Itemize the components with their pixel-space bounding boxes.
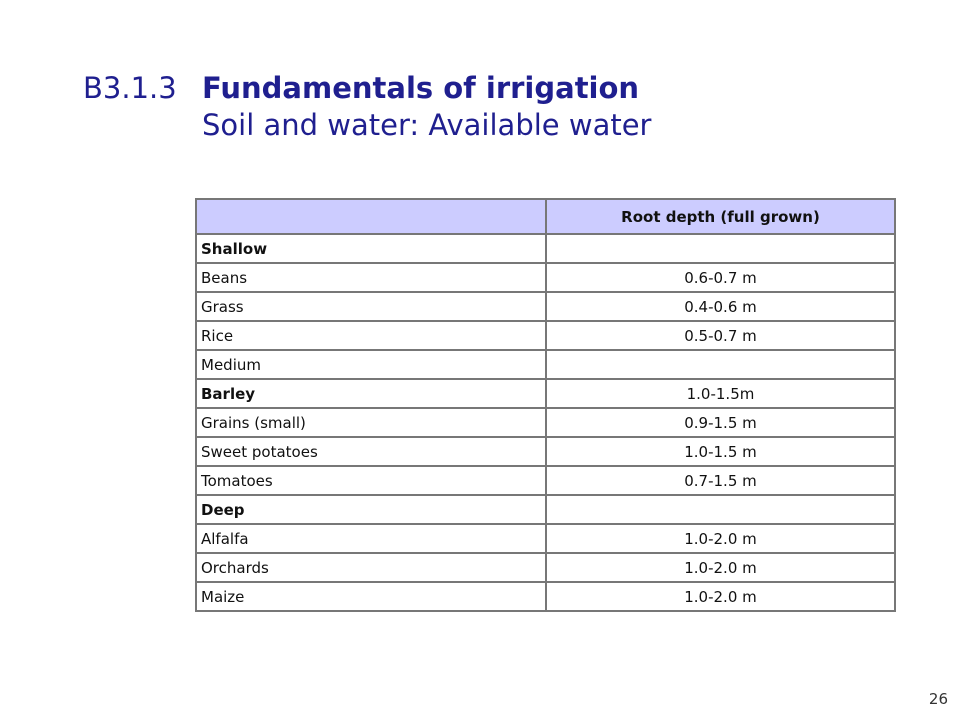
table-row: Barley 1.0-1.5m: [195, 378, 896, 409]
crop-cell: Maize: [195, 581, 547, 612]
page-number: 26: [928, 690, 948, 708]
root-depth-cell: 0.9-1.5 m: [545, 407, 896, 438]
table-row: Orchards 1.0-2.0 m: [195, 552, 896, 583]
table-body: Shallow Beans 0.6-0.7 m Grass 0.4-0.6 m Rice 0…: [195, 233, 896, 612]
root-depth-cell: 1.0-2.0 m: [545, 523, 896, 554]
root-depth-cell: 0.5-0.7 m: [545, 320, 896, 351]
root-depth-cell: 1.0-1.5 m: [545, 436, 896, 467]
table-row: Alfalfa 1.0-2.0 m: [195, 523, 896, 554]
table-row: Grains (small) 0.9-1.5 m: [195, 407, 896, 438]
crop-cell: Deep: [195, 494, 547, 525]
table-header-row: Root depth (full grown): [195, 198, 896, 235]
crop-cell: Beans: [195, 262, 547, 293]
table-row: Rice 0.5-0.7 m: [195, 320, 896, 351]
root-depth-cell: 1.0-1.5m: [545, 378, 896, 409]
crop-cell: Medium: [195, 349, 547, 380]
crop-cell: Grains (small): [195, 407, 547, 438]
table-row: Maize 1.0-2.0 m: [195, 581, 896, 612]
table-row: Deep: [195, 494, 896, 525]
table-row: Medium: [195, 349, 896, 380]
root-depth-cell: 1.0-2.0 m: [545, 581, 896, 612]
header-cell-crop: [195, 198, 547, 235]
root-depth-cell: [545, 349, 896, 380]
section-title: Fundamentals of irrigation: [202, 71, 640, 105]
crop-cell: Orchards: [195, 552, 547, 583]
crop-cell: Shallow: [195, 233, 547, 264]
root-depth-cell: 0.7-1.5 m: [545, 465, 896, 496]
root-depth-cell: [545, 233, 896, 264]
header-cell-root-depth: Root depth (full grown): [545, 198, 896, 235]
section-subtitle: Soil and water: Available water: [202, 108, 652, 142]
table-row: Sweet potatoes 1.0-1.5 m: [195, 436, 896, 467]
root-depth-cell: [545, 494, 896, 525]
root-depth-table: Root depth (full grown) Shallow Beans 0.6-…: [195, 198, 896, 612]
slide-title: B3.1.3 Fundamentals of irrigation Soil an…: [83, 70, 651, 144]
table-row: Tomatoes 0.7-1.5 m: [195, 465, 896, 496]
crop-cell: Alfalfa: [195, 523, 547, 554]
crop-cell: Rice: [195, 320, 547, 351]
crop-cell: Barley: [195, 378, 547, 409]
table-row: Shallow: [195, 233, 896, 264]
title-line: B3.1.3 Fundamentals of irrigation: [83, 70, 651, 107]
root-depth-cell: 0.4-0.6 m: [545, 291, 896, 322]
root-depth-cell: 1.0-2.0 m: [545, 552, 896, 583]
table-row: Beans 0.6-0.7 m: [195, 262, 896, 293]
section-code: B3.1.3: [83, 71, 177, 105]
crop-cell: Tomatoes: [195, 465, 547, 496]
table-row: Grass 0.4-0.6 m: [195, 291, 896, 322]
crop-cell: Grass: [195, 291, 547, 322]
root-depth-cell: 0.6-0.7 m: [545, 262, 896, 293]
crop-cell: Sweet potatoes: [195, 436, 547, 467]
